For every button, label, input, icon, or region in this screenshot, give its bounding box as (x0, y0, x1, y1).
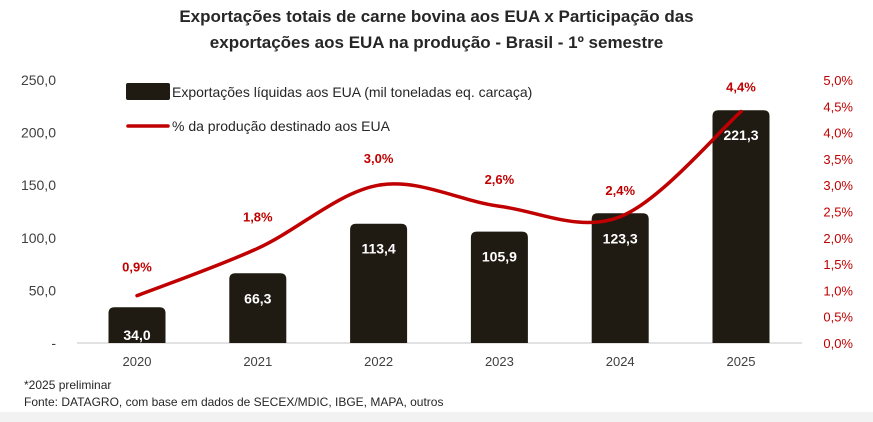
y-right-tick-label: 4,5% (823, 99, 853, 114)
y-right-tick-label: 0,5% (823, 310, 853, 325)
y-left-tick-label: 250,0 (21, 72, 56, 88)
bar-value-label: 105,9 (482, 249, 517, 265)
bar-value-label: 123,3 (603, 230, 638, 246)
y-left-tick-label: 50,0 (29, 282, 56, 298)
bar-value-label: 113,4 (361, 241, 395, 257)
x-tick-label: 2022 (364, 354, 393, 369)
line-value-label: 4,4% (726, 80, 756, 95)
legend-line-label: % da produção destinado aos EUA (172, 118, 391, 134)
bar (712, 110, 770, 343)
footnote-source: Fonte: DATAGRO, com base em dados de SEC… (24, 395, 444, 409)
bar (108, 307, 166, 343)
chart-title-line-1: Exportações totais de carne bovina aos E… (179, 7, 694, 26)
bar-value-label: 221,3 (723, 127, 758, 143)
y-right-tick-label: 3,0% (823, 178, 853, 193)
line-value-label: 2,4% (605, 183, 635, 198)
legend-bar-swatch (126, 83, 170, 100)
y-right-tick-label: 0,0% (823, 336, 853, 351)
legend-bar-label: Exportações líquidas aos EUA (mil tonela… (172, 84, 532, 100)
bar (350, 223, 408, 343)
line-series-percent (135, 109, 743, 298)
bar (229, 273, 287, 343)
y-right-tick-label: 5,0% (823, 73, 853, 88)
footnote-preliminary: *2025 preliminar (24, 378, 112, 392)
bar-value-label: 34,0 (123, 327, 150, 343)
line-value-label: 0,9% (122, 260, 152, 275)
bar-value-label: 66,3 (244, 290, 271, 306)
bottom-band (0, 412, 873, 422)
line-value-label: 3,0% (364, 151, 394, 166)
y-left-tick-label: 150,0 (21, 177, 56, 193)
line-value-label: 1,8% (243, 209, 273, 224)
y-right-tick-label: 2,0% (823, 231, 853, 246)
chart-title: Exportações totais de carne bovina aos E… (0, 4, 873, 56)
y-left-tick-label: 200,0 (21, 125, 56, 141)
x-tick-label: 2023 (485, 354, 514, 369)
line-value-label: 2,6% (485, 172, 515, 187)
x-tick-label: 2021 (243, 354, 272, 369)
chart-title-line-2: exportações aos EUA na produção - Brasil… (209, 33, 664, 52)
y-right-tick-label: 2,5% (823, 205, 853, 220)
y-right-tick-label: 4,0% (823, 126, 853, 141)
x-tick-label: 2024 (606, 354, 635, 369)
y-right-tick-label: 1,0% (823, 283, 853, 298)
x-tick-label: 2025 (727, 354, 756, 369)
y-left-tick-label: - (51, 335, 56, 351)
bar (591, 213, 649, 343)
y-right-tick-label: 1,5% (823, 257, 853, 272)
x-tick-label: 2020 (123, 354, 152, 369)
y-left-tick-label: 100,0 (21, 230, 56, 246)
y-right-tick-label: 3,5% (823, 152, 853, 167)
bar (470, 231, 528, 343)
